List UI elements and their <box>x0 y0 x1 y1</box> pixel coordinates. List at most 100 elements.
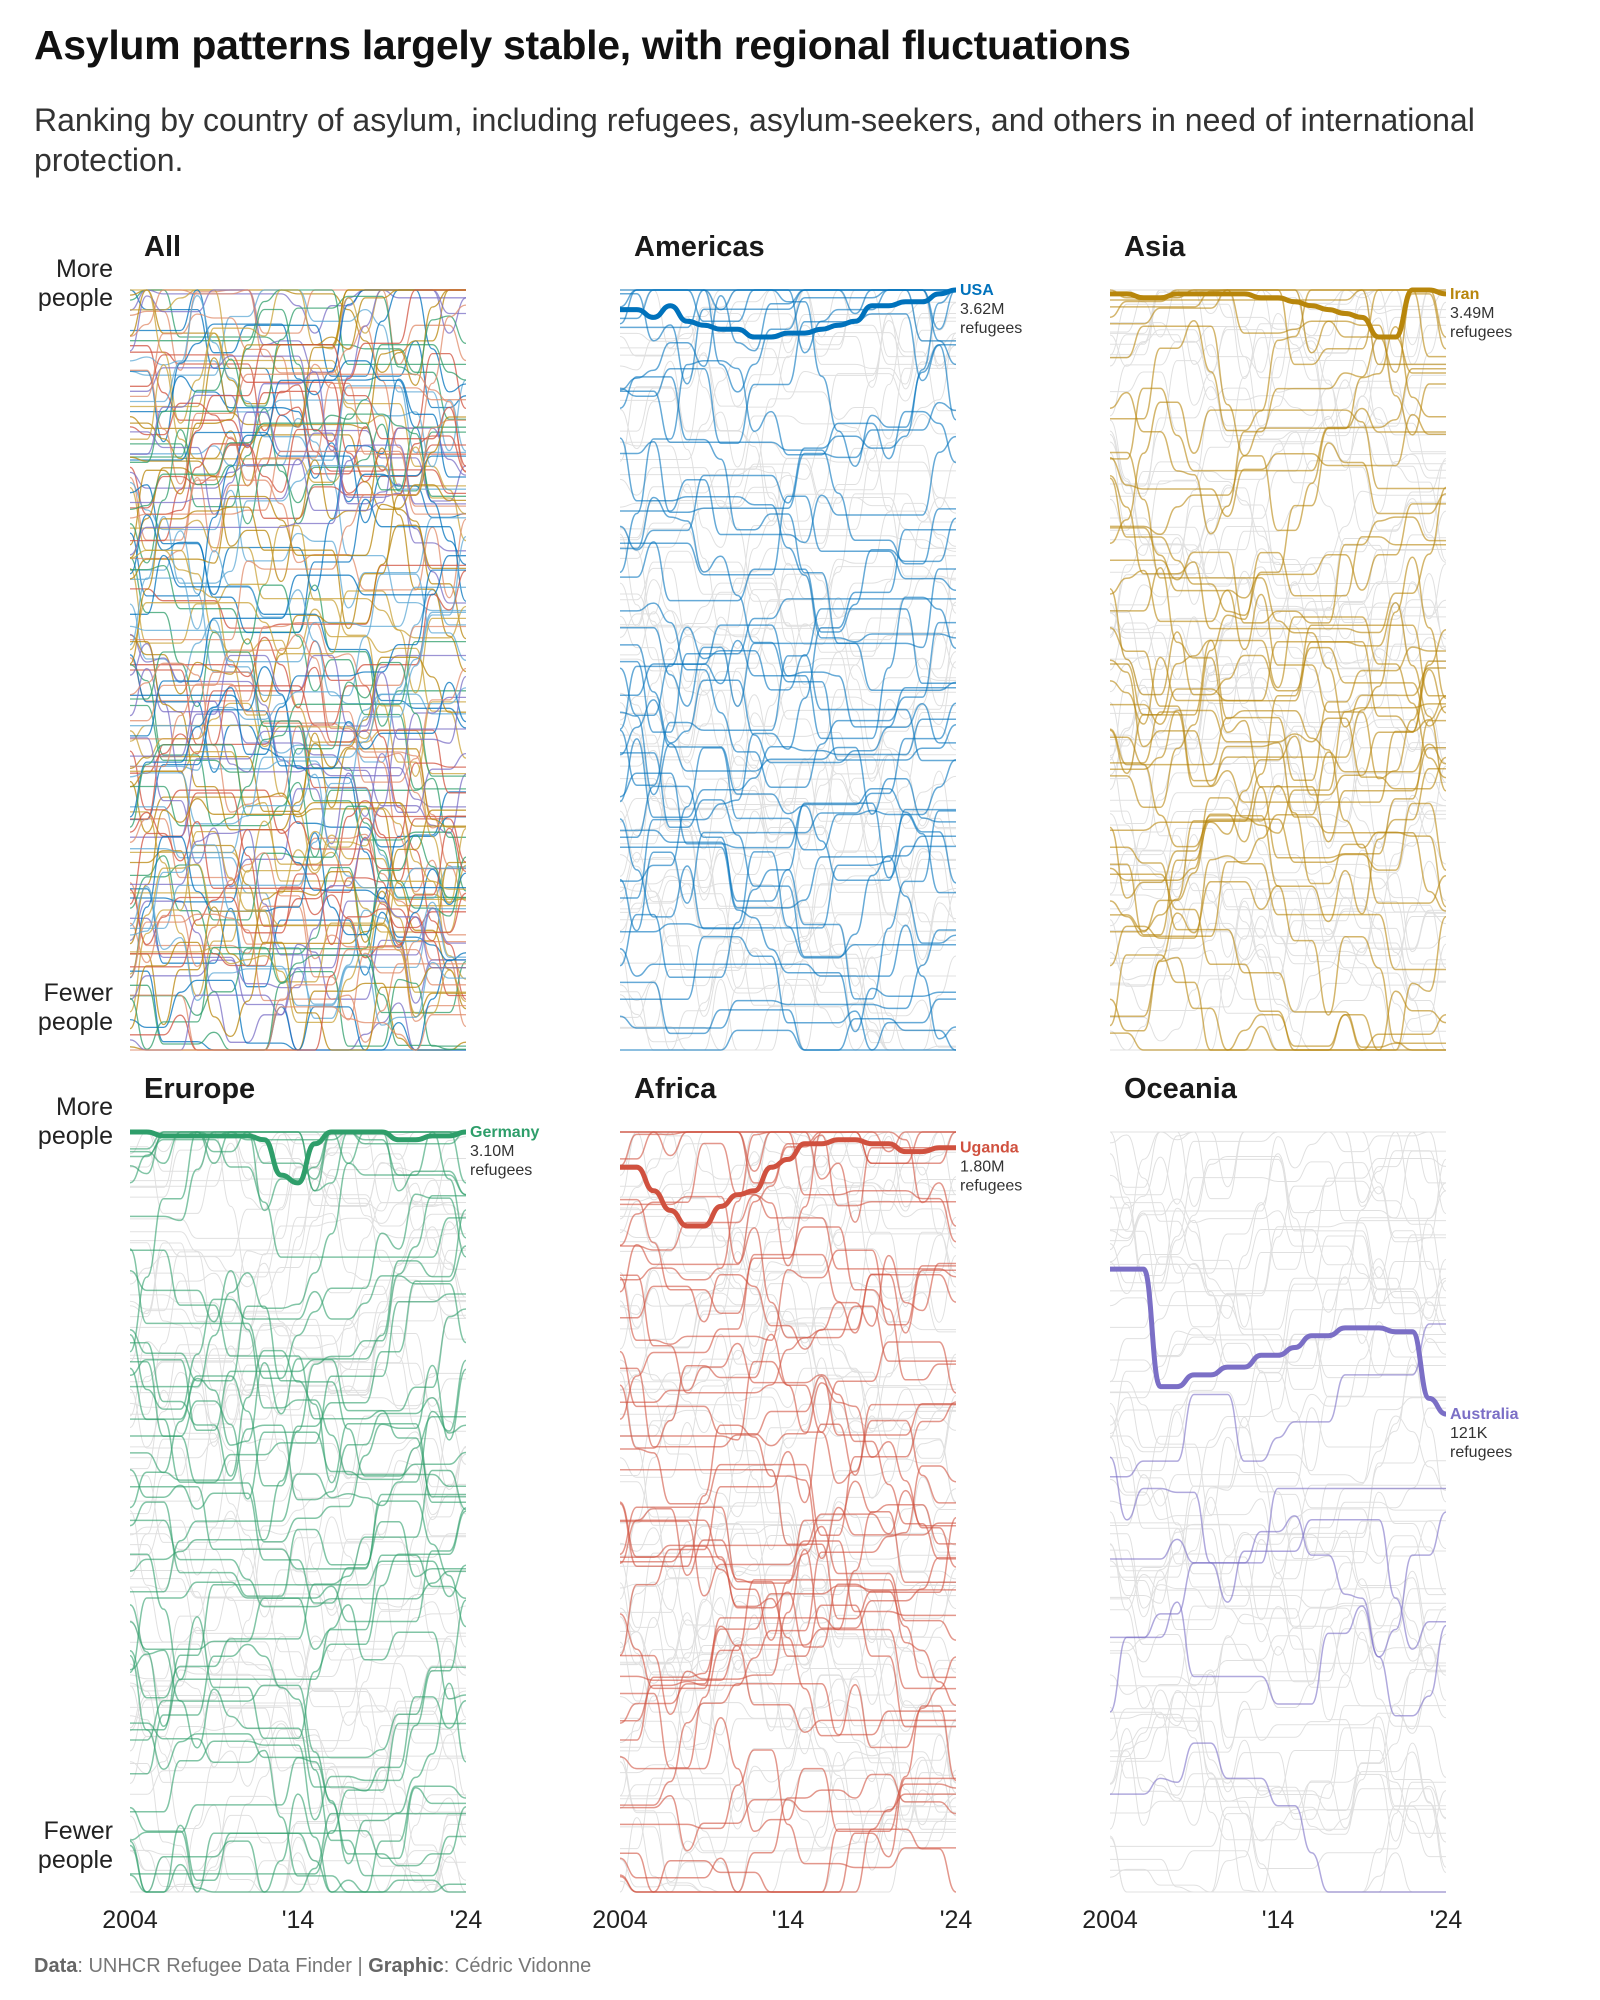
highlight-label-value: 3.10M <box>470 1143 514 1160</box>
background-line <box>1110 490 1446 606</box>
country-line <box>619 608 956 786</box>
background-line <box>129 1183 467 1330</box>
background-line <box>620 521 956 735</box>
background-line <box>1110 879 1446 1042</box>
highlight-line-uganda <box>620 1137 956 1229</box>
highlight-label-name: Uganda <box>960 1140 1019 1157</box>
background-line <box>1109 498 1447 610</box>
background-line <box>1110 1457 1447 1674</box>
country-line <box>619 568 956 707</box>
background-line <box>620 1589 957 1752</box>
country-line <box>1109 1487 1446 1564</box>
country-line <box>129 1305 466 1503</box>
country-line <box>1109 728 1447 871</box>
background-line <box>130 1445 467 1643</box>
background-line <box>1109 452 1447 587</box>
country-line <box>619 359 957 573</box>
footer-graphic-label: Graphic <box>368 1955 444 1977</box>
background-line <box>130 1294 466 1386</box>
country-line <box>129 654 466 848</box>
country-line <box>619 1783 957 1852</box>
country-line <box>129 970 466 1051</box>
country-line <box>1109 1456 1446 1650</box>
country-line <box>1110 746 1446 933</box>
background-line <box>619 902 957 1029</box>
background-line <box>1109 1700 1447 1820</box>
country-line <box>130 666 467 821</box>
background-line <box>1109 882 1447 1051</box>
country-line <box>129 832 466 979</box>
country-line <box>130 827 467 967</box>
background-line <box>1110 1380 1447 1676</box>
country-line <box>1110 695 1447 803</box>
background-line <box>620 352 957 581</box>
country-line <box>1109 556 1447 782</box>
background-line <box>1110 1634 1447 1843</box>
background-line <box>1109 1491 1446 1611</box>
background-line <box>1109 1258 1447 1369</box>
country-line <box>620 1195 956 1362</box>
x-tick-2004-col3: 2004 <box>1082 1906 1138 1934</box>
country-line <box>130 667 467 783</box>
background-line <box>620 1164 957 1502</box>
country-line <box>129 590 466 694</box>
background-line <box>1109 850 1446 1032</box>
panel-americas: Americas USA 3.62M refugees <box>619 231 1022 1051</box>
background-line <box>1109 1131 1446 1270</box>
background-line <box>129 1136 467 1239</box>
background-line <box>1110 1533 1446 1664</box>
country-line <box>620 596 957 740</box>
country-line <box>130 1364 467 1543</box>
country-line <box>129 289 466 405</box>
x-tick-24-col1: '24 <box>450 1906 483 1934</box>
country-line <box>619 1350 957 1568</box>
country-line <box>130 762 466 968</box>
background-line <box>129 1131 467 1262</box>
background-line <box>129 1536 466 1742</box>
country-line <box>1109 413 1446 518</box>
background-line <box>1110 1356 1447 1652</box>
country-line <box>620 935 956 1051</box>
country-line <box>619 929 956 1029</box>
country-line <box>129 1824 466 1893</box>
highlight-label-unit: refugees <box>960 1178 1022 1195</box>
background-line <box>1109 687 1447 850</box>
country-line <box>130 1342 467 1477</box>
y-label-more-top-row1: More <box>56 255 113 283</box>
country-line <box>129 855 467 1014</box>
highlight-label-unit: refugees <box>1450 1444 1512 1461</box>
country-line <box>129 667 467 834</box>
country-line <box>129 1138 466 1258</box>
background-line <box>619 1631 956 1750</box>
background-line <box>619 386 957 552</box>
background-line <box>129 1375 467 1718</box>
background-line <box>1109 1195 1446 1354</box>
background-line <box>1110 1609 1446 1893</box>
country-line <box>619 401 957 514</box>
country-line <box>619 702 957 932</box>
country-line <box>129 444 466 556</box>
panel-asia: Asia Iran 3.49M refugees <box>1109 231 1512 1051</box>
country-line <box>129 360 467 597</box>
background-line <box>619 337 957 508</box>
highlight-label-name: Iran <box>1450 286 1479 303</box>
panel-europe: Erurope Germany 3.10M refugees <box>129 1073 539 1893</box>
country-line <box>129 661 466 828</box>
x-tick-24-col2: '24 <box>940 1906 973 1934</box>
country-line <box>620 602 956 788</box>
country-line <box>620 1489 956 1558</box>
x-tick-14-col3: '14 <box>1262 1906 1295 1934</box>
country-line <box>1109 639 1447 908</box>
highlight-label-unit: refugees <box>470 1162 532 1179</box>
background-line <box>1109 289 1446 406</box>
background-line <box>1110 431 1446 531</box>
panel-africa: Africa Uganda 1.80M refugees <box>619 1073 1022 1893</box>
background-line <box>620 1502 957 1649</box>
background-line <box>620 317 956 530</box>
country-line <box>129 356 467 468</box>
country-line <box>130 1688 467 1792</box>
x-tick-2004-col1: 2004 <box>102 1906 158 1934</box>
highlight-label-name: Germany <box>470 1124 539 1141</box>
country-line <box>130 640 466 831</box>
country-line <box>619 924 957 1040</box>
